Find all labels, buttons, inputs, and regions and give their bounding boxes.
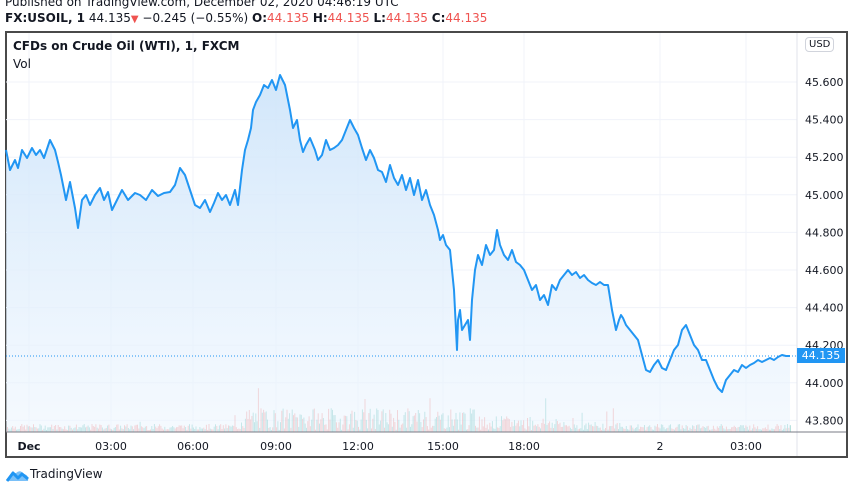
high-label: H: [312,11,328,25]
currency-button[interactable]: USD [805,37,835,52]
close-value: 44.135 [445,11,488,25]
low-label: L: [373,11,386,25]
symbol-header: FX:USOIL, 1 44.135▼ −0.245 (−0.55%) O:44… [5,11,487,25]
svg-text:06:00: 06:00 [177,440,209,453]
volume-legend: Vol [13,57,31,71]
open-value: 44.135 [267,11,309,25]
tradingview-logo-icon [6,471,29,482]
price-line [5,74,790,393]
svg-text:45.600: 45.600 [805,76,844,89]
svg-text:Dec: Dec [17,440,40,453]
tradingview-brand[interactable]: TradingView [30,467,103,481]
svg-text:03:00: 03:00 [730,440,762,453]
price-axis: 45.600 45.400 45.200 45.000 44.800 44.600 44.4… [805,76,844,427]
low-value: 44.135 [385,11,428,25]
time-axis: Dec 03:00 06:00 09:00 12:00 15:00 18:00 2 03:00 [17,440,761,453]
svg-text:43.800: 43.800 [805,414,844,427]
svg-text:03:00: 03:00 [95,440,127,453]
symbol-name: FX:USOIL, 1 [5,11,86,25]
svg-text:12:00: 12:00 [342,440,374,453]
svg-text:44.000: 44.000 [805,377,844,390]
svg-text:45.000: 45.000 [805,189,844,202]
last-price: 44.135 [88,11,131,25]
open-label: O: [252,11,267,25]
high-value: 44.135 [327,11,370,25]
down-triangle-icon: ▼ [130,14,139,25]
svg-text:15:00: 15:00 [427,440,459,453]
svg-text:45.200: 45.200 [805,151,844,164]
published-caption: Published on TradingView.com, December 0… [5,0,399,9]
svg-text:09:00: 09:00 [260,440,292,453]
svg-text:44.400: 44.400 [805,302,844,315]
svg-text:44.800: 44.800 [805,226,844,239]
close-label: C: [431,11,446,25]
price-area [6,75,790,432]
svg-text:45.400: 45.400 [805,114,844,127]
svg-text:18:00: 18:00 [508,440,540,453]
last-price-tag: 44.135 [797,348,845,363]
svg-text:2: 2 [657,440,664,453]
svg-text:44.600: 44.600 [805,264,844,277]
price-change: −0.245 (−0.55%) [142,11,249,25]
series-legend-title: CFDs on Crude Oil (WTI), 1, FXCM [13,39,240,53]
